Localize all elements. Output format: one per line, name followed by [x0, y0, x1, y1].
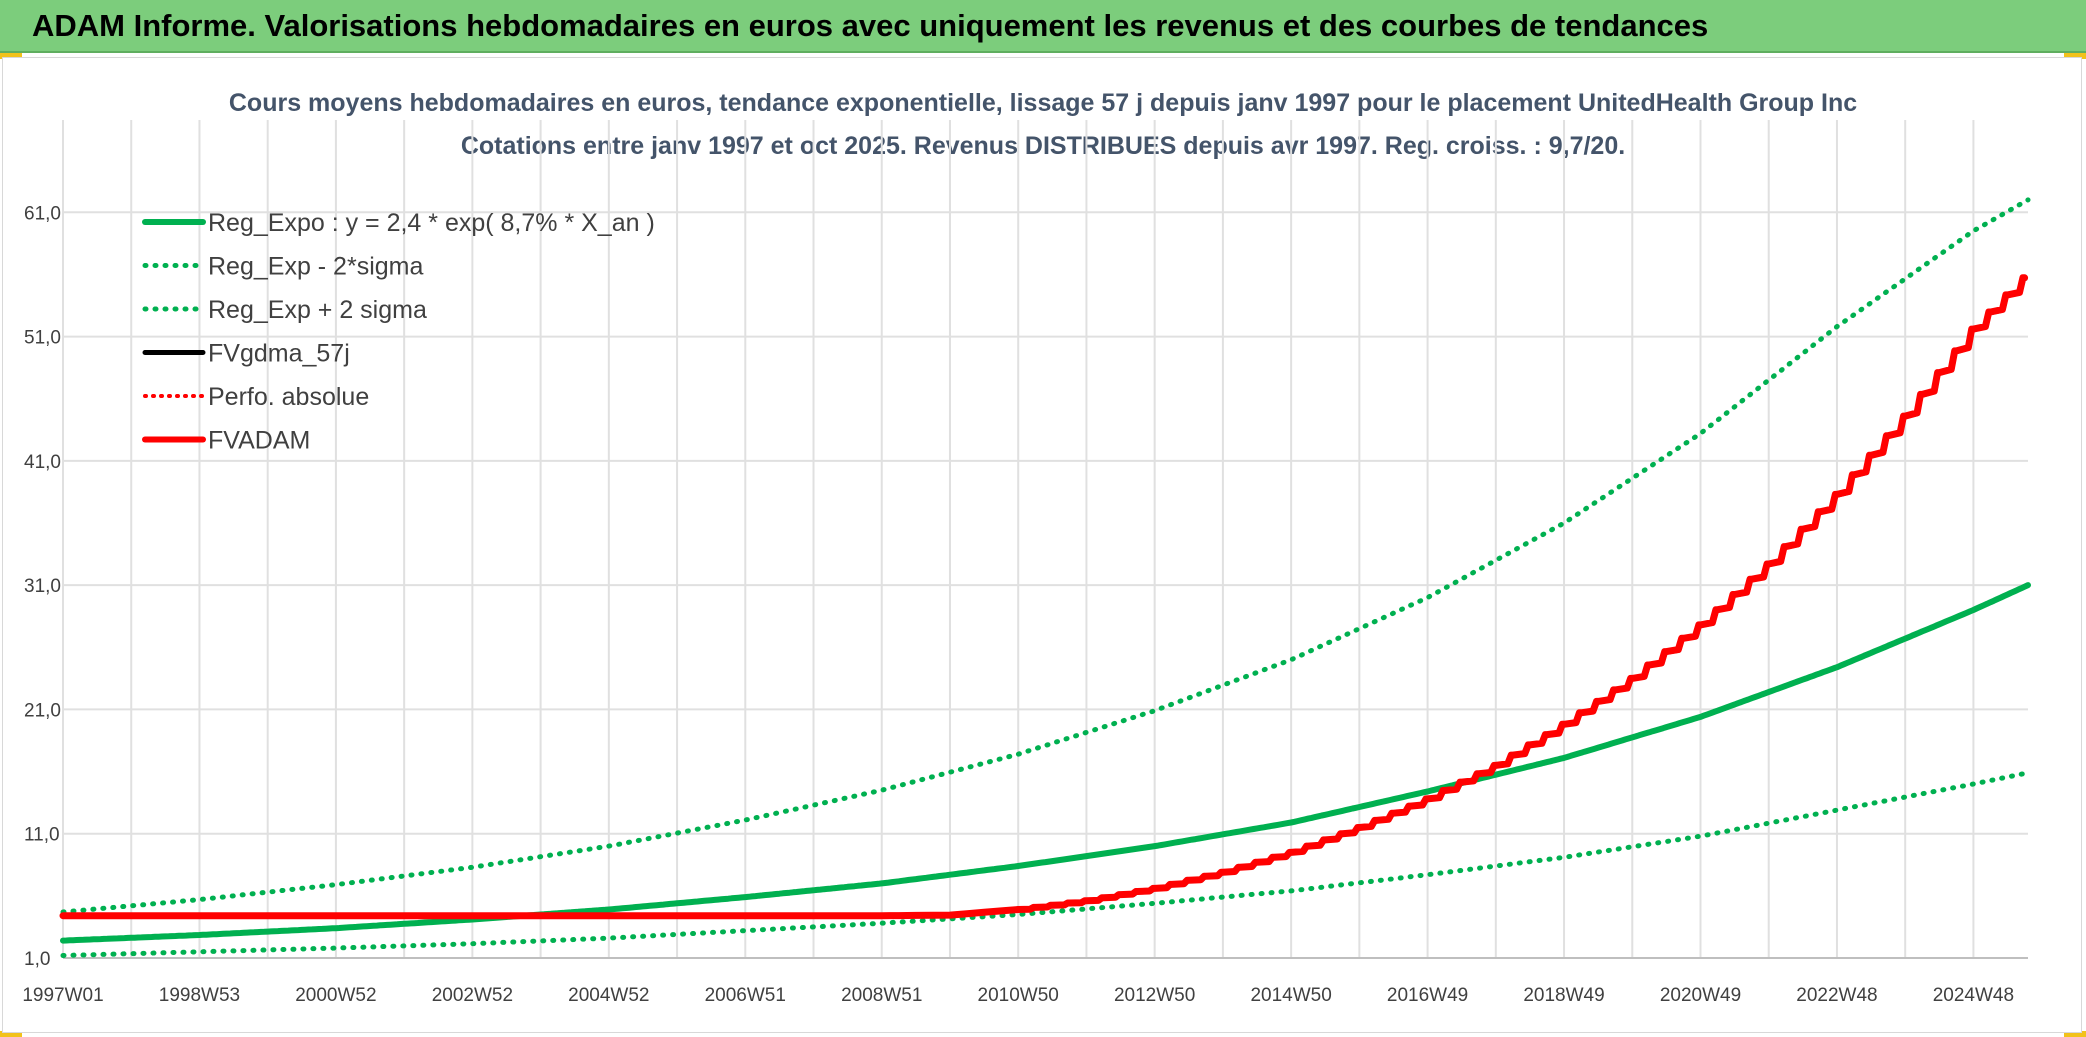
y-tick-label: 51,0 — [24, 328, 61, 349]
x-axis-ticks: 1997W01 1998W53 2000W52 2002W52 2004W52 2006W… — [22, 985, 2014, 1006]
x-tick-label: 1997W01 — [22, 985, 103, 1006]
y-tick-label: 31,0 — [24, 576, 61, 597]
x-tick-label: 2024W48 — [1933, 985, 2014, 1006]
y-tick-label: 41,0 — [24, 452, 61, 473]
legend-label: Reg_Exp - 2*sigma — [208, 253, 423, 281]
x-tick-label: 2002W52 — [432, 985, 513, 1006]
y-tick-label: 21,0 — [24, 700, 61, 721]
x-tick-label: 2014W50 — [1250, 985, 1331, 1006]
chart-frame — [2, 57, 2082, 1033]
series-line-4 — [59, 274, 2029, 920]
legend-label: FVADAM — [208, 427, 310, 455]
report-title: ADAM Informe. Valorisations hebdomadaire… — [32, 8, 1709, 43]
x-tick-label: 1998W53 — [159, 985, 240, 1006]
x-tick-label: 2012W50 — [1114, 985, 1195, 1006]
y-tick-label: 1,0 — [24, 949, 50, 970]
y-axis-ticks: 1,0 11,0 21,0 31,0 41,0 51,0 61,0 — [24, 203, 61, 970]
x-tick-label: 2000W52 — [295, 985, 376, 1006]
x-tick-label: 2008W51 — [841, 985, 922, 1006]
x-tick-label: 2020W49 — [1660, 985, 1741, 1006]
x-tick-label: 2010W50 — [978, 985, 1059, 1006]
x-tick-label: 2022W48 — [1796, 985, 1877, 1006]
legend: Reg_Expo : y = 2,4 * exp( 8,7% * X_an ) R… — [142, 209, 655, 455]
x-tick-label: 2016W49 — [1387, 985, 1468, 1006]
x-tick-label: 2004W52 — [568, 985, 649, 1006]
legend-label: Reg_Expo : y = 2,4 * exp( 8,7% * X_an ) — [208, 209, 655, 237]
legend-label: Perfo. absolue — [208, 383, 369, 411]
x-tick-label: 2018W49 — [1523, 985, 1604, 1006]
corner-accent-bottom-left — [0, 1031, 22, 1037]
series-line-1 — [60, 770, 2031, 958]
chart-subtitle: Cotations entre janv 1997 et oct 2025. R… — [461, 132, 1625, 160]
series-layer — [59, 197, 2031, 958]
x-tick-label: 2006W51 — [705, 985, 786, 1006]
y-tick-label: 61,0 — [24, 203, 61, 224]
report-banner: ADAM Informe. Valorisations hebdomadaire… — [0, 0, 2086, 53]
series-line-0 — [60, 582, 2031, 944]
corner-accent-right — [2064, 53, 2086, 59]
legend-label: Reg_Exp + 2 sigma — [208, 296, 427, 324]
chart-title: Cours moyens hebdomadaires en euros, ten… — [229, 89, 1857, 117]
corner-accent-left — [0, 53, 22, 59]
y-tick-label: 11,0 — [24, 825, 60, 846]
corner-accent-bottom-right — [2064, 1031, 2086, 1037]
gridlines — [62, 120, 2028, 959]
legend-label: FVgdma_57j — [208, 340, 350, 368]
series-line-2 — [60, 197, 2031, 915]
